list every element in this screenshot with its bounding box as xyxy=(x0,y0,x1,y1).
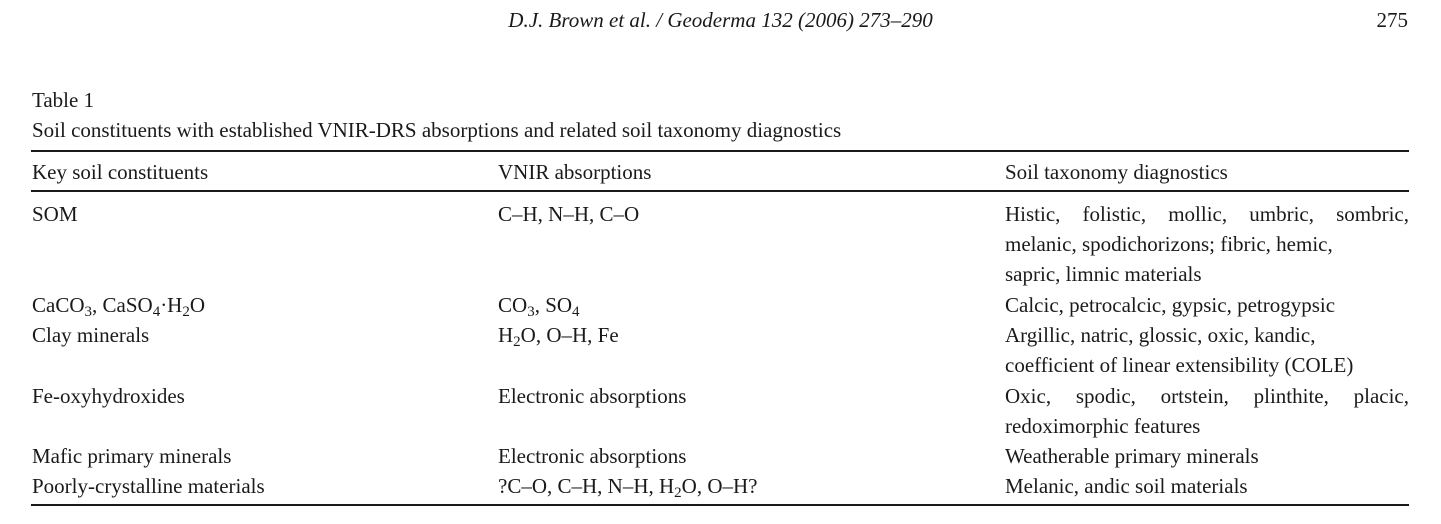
diagnostics-line: Weatherable primary minerals xyxy=(1005,444,1259,468)
cell-absorptions-clay: H2O, O–H, Fe xyxy=(498,323,619,350)
cell-diagnostics-poorly-crystalline: Melanic, andic soil materials xyxy=(1005,471,1409,501)
page-number: 275 xyxy=(1376,8,1409,32)
diagnostics-line: sapric, limnic materials xyxy=(1005,262,1202,286)
diagnostics-line: melanic, spodichorizons; fibric, hemic, xyxy=(1005,232,1333,256)
cell-absorptions-mafic: Electronic absorptions xyxy=(498,444,687,468)
cell-diagnostics-som: Histic, folistic, mollic, umbric, sombri… xyxy=(1005,199,1409,289)
table-header-rule xyxy=(31,190,1409,192)
cell-constituent-som: SOM xyxy=(32,202,78,226)
diagnostics-line: coefficient of linear extensibility (COL… xyxy=(1005,353,1354,377)
cell-diagnostics-fe-oxyhydroxides: Oxic, spodic, ortstein, plinthite, placi… xyxy=(1005,381,1409,441)
table-label: Table 1 xyxy=(32,88,95,112)
diagnostics-line: Histic, folistic, mollic, umbric, sombri… xyxy=(1005,202,1409,226)
column-header-constituents: Key soil constituents xyxy=(32,160,209,184)
cell-constituent-poorly-crystalline: Poorly-crystalline materials xyxy=(32,474,265,498)
cell-absorptions-fe-oxyhydroxides: Electronic absorptions xyxy=(498,384,687,408)
diagnostics-line: Melanic, andic soil materials xyxy=(1005,474,1248,498)
cell-diagnostics-mafic: Weatherable primary minerals xyxy=(1005,441,1409,471)
table-caption: Soil constituents with established VNIR-… xyxy=(32,118,842,142)
cell-constituent-mafic: Mafic primary minerals xyxy=(32,444,232,468)
cell-constituent-fe-oxyhydroxides: Fe-oxyhydroxides xyxy=(32,384,185,408)
diagnostics-line: Calcic, petrocalcic, gypsic, petrogypsic xyxy=(1005,293,1336,317)
cell-absorptions-poorly-crystalline: ?C–O, C–H, N–H, H2O, O–H? xyxy=(498,474,758,501)
cell-constituent-carbonates: CaCO3, CaSO4·H2O xyxy=(32,293,206,320)
diagnostics-line: Oxic, spodic, ortstein, plinthite, placi… xyxy=(1005,384,1409,408)
diagnostics-line: redoximorphic features xyxy=(1005,414,1201,438)
page-header: D.J. Brown et al. / Geoderma 132 (2006) … xyxy=(0,8,1441,36)
diagnostics-line: Argillic, natric, glossic, oxic, kandic, xyxy=(1005,323,1316,347)
cell-absorptions-som: C–H, N–H, C–O xyxy=(498,202,640,226)
cell-diagnostics-carbonates: Calcic, petrocalcic, gypsic, petrogypsic xyxy=(1005,290,1409,320)
cell-constituent-clay: Clay minerals xyxy=(32,323,150,347)
column-header-absorptions: VNIR absorptions xyxy=(498,160,652,184)
table-top-rule xyxy=(31,150,1409,152)
table-bottom-rule xyxy=(31,504,1409,506)
running-head: D.J. Brown et al. / Geoderma 132 (2006) … xyxy=(508,8,933,32)
cell-diagnostics-clay: Argillic, natric, glossic, oxic, kandic,… xyxy=(1005,320,1409,380)
cell-absorptions-carbonates: CO3, SO4 xyxy=(498,293,580,320)
column-header-diagnostics: Soil taxonomy diagnostics xyxy=(1005,160,1228,184)
